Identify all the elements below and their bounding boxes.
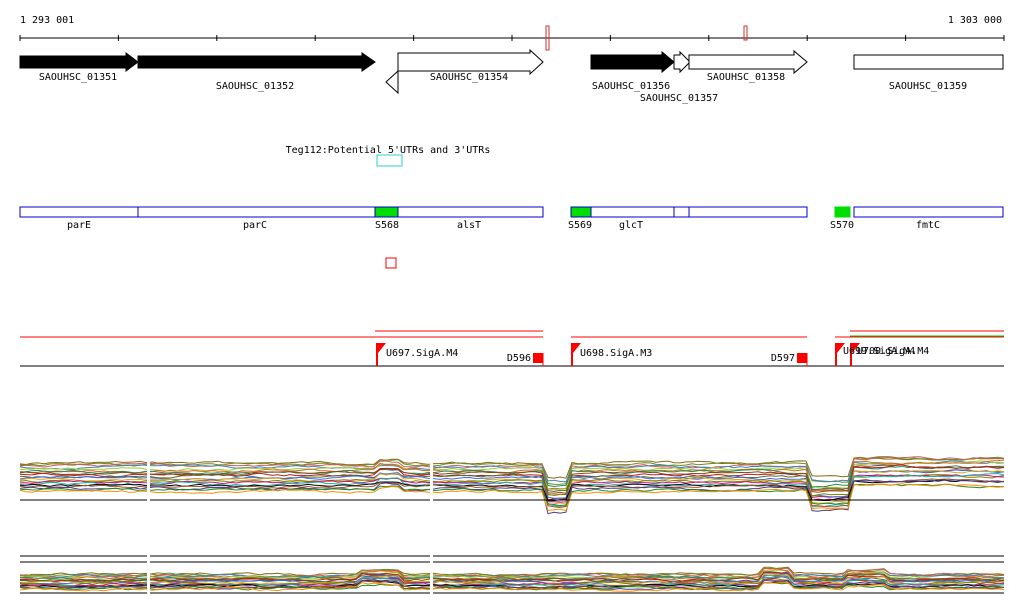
feature-label: S570	[830, 220, 854, 231]
gene-name-label: parE	[67, 220, 91, 231]
expression-trace	[19, 573, 1005, 585]
expression-trace	[19, 469, 1005, 506]
transcript-end-label: D596	[507, 353, 531, 364]
tss-flag[interactable]	[850, 343, 860, 366]
expression-trace	[19, 483, 1004, 507]
gene-name-label: glcT	[619, 220, 643, 231]
track-gaps	[147, 455, 433, 596]
gene-id-label: SAOUHSC_01352	[216, 81, 294, 92]
gene-name-track: parE parC alsT glcT fmtC S568 S569 S570	[19, 206, 1004, 231]
transcript-start-label: U697.SigA.M4	[386, 348, 458, 359]
gene-name-box[interactable]	[590, 206, 675, 218]
terminator-box[interactable]	[533, 353, 543, 363]
gene-name-box[interactable]	[673, 206, 690, 218]
gap	[147, 455, 150, 503]
tss-flag[interactable]	[835, 343, 845, 366]
gene-name-label: alsT	[457, 220, 481, 231]
gene-id-label: SAOUHSC_01358	[707, 72, 785, 83]
transcript-track: U697.SigA.M4 D596 U698.SigA.M3 D597 U699…	[20, 330, 1004, 367]
gene-track: SAOUHSC_01351 SAOUHSC_01352 SAOUHSC_0135…	[19, 48, 1004, 104]
marker-box[interactable]	[385, 257, 397, 269]
gap	[430, 455, 433, 503]
gene-id-label: SAOUHSC_01357	[640, 93, 718, 104]
gene-arrow-antisense[interactable]	[385, 69, 399, 95]
expression-trace	[19, 581, 1005, 592]
gene-arrow[interactable]	[397, 48, 544, 76]
expression-trace	[19, 577, 1005, 587]
expression-trace	[19, 460, 1005, 491]
transcript-start-label: U699.SigA.M4	[843, 346, 915, 357]
terminator-box[interactable]	[797, 353, 807, 363]
utr-box[interactable]	[376, 154, 403, 167]
expression-track-upper	[19, 456, 1005, 515]
gene-arrow[interactable]	[853, 54, 1004, 70]
expression-trace	[19, 472, 1005, 508]
gene-name-box[interactable]	[853, 206, 1004, 218]
gene-arrow[interactable]	[673, 50, 691, 74]
gene-id-label: SAOUHSC_01351	[39, 72, 117, 83]
gap	[147, 550, 150, 596]
feature-label: S569	[568, 220, 592, 231]
gene-name-label: fmtC	[916, 220, 940, 231]
tss-flag[interactable]	[571, 343, 581, 366]
tss-flag[interactable]	[376, 343, 386, 366]
transcript-start-label: U698.SigA.M3	[580, 348, 652, 359]
gene-arrow[interactable]	[688, 49, 808, 75]
utr-annotation: Teg112:Potential 5'UTRs and 3'UTRs	[286, 145, 491, 167]
expression-trace	[19, 566, 1005, 577]
gene-id-label: SAOUHSC_01359	[889, 81, 967, 92]
gene-id-label: SAOUHSC_01354	[430, 72, 508, 83]
gene-name-label: parC	[243, 220, 267, 231]
gene-id-label: SAOUHSC_01356	[592, 81, 670, 92]
coordinate-ruler: 1 293 001 1 303 000	[19, 15, 1005, 51]
transcript-end-label: D597	[771, 353, 795, 364]
expression-track-lower	[19, 566, 1005, 592]
gene-name-box[interactable]	[688, 206, 808, 218]
ruler-start-label: 1 293 001	[20, 15, 74, 26]
gene-name-box[interactable]	[19, 206, 139, 218]
gene-arrow[interactable]	[137, 52, 376, 72]
ruler-marker	[545, 25, 550, 51]
feature-label: S568	[375, 220, 399, 231]
expression-trace	[19, 576, 1004, 587]
gene-name-box[interactable]	[137, 206, 376, 218]
ruler-marker	[743, 25, 748, 41]
transcript-start-label: U700.SigA.M4	[857, 346, 929, 357]
expression-trace	[19, 469, 1005, 493]
gene-name-box[interactable]	[397, 206, 544, 218]
ruler-end-label: 1 303 000	[948, 15, 1002, 26]
gap	[430, 550, 433, 596]
sigma-feature-box[interactable]	[570, 206, 592, 218]
expression-trace	[19, 464, 1005, 494]
utr-annotation-label: Teg112:Potential 5'UTRs and 3'UTRs	[286, 145, 491, 156]
sigma-feature-box[interactable]	[834, 206, 851, 218]
expression-trace	[19, 483, 1005, 512]
ruler-ticks	[19, 35, 1005, 41]
gene-arrow[interactable]	[19, 52, 139, 72]
gene-arrow[interactable]	[590, 50, 675, 74]
expression-trace	[19, 465, 1005, 488]
sigma-feature-box[interactable]	[374, 206, 399, 218]
